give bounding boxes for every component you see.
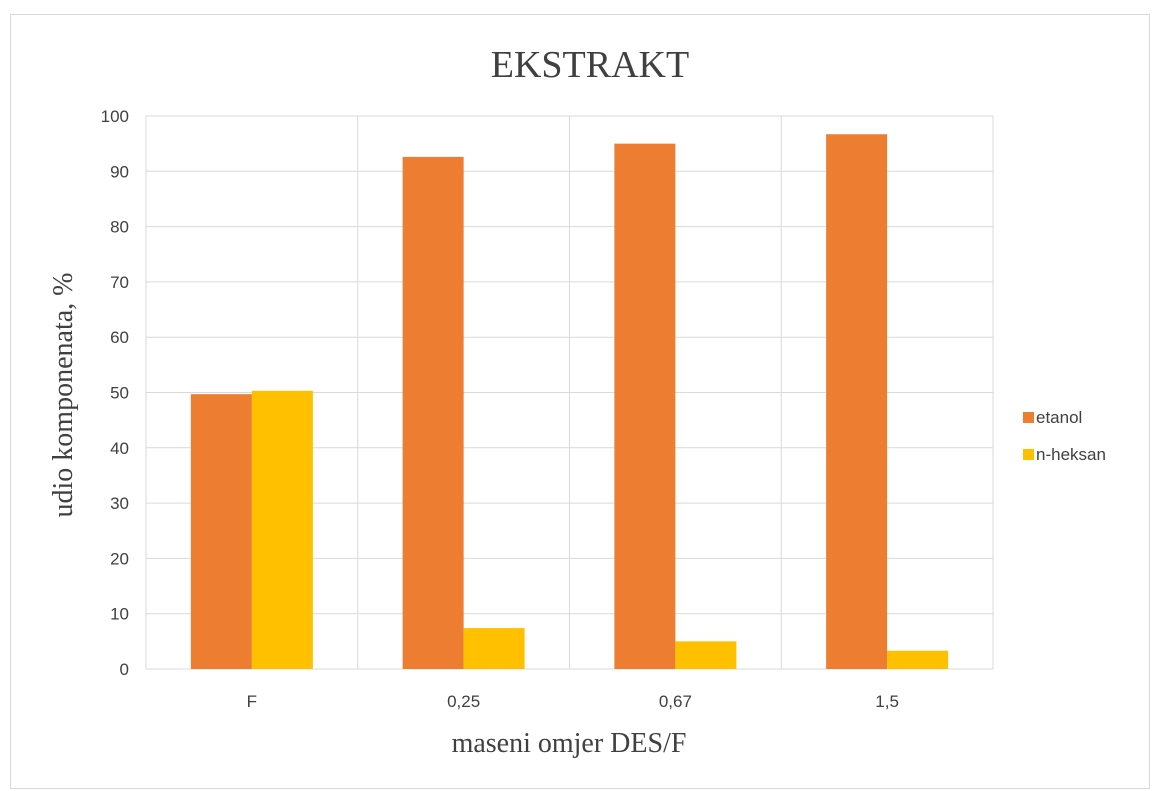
- y-tick-label-40: 40: [110, 439, 129, 458]
- bar-etanol-1,5: [826, 134, 888, 669]
- chart-title: EKSTRAKT: [491, 44, 689, 86]
- bars: [190, 134, 949, 669]
- y-tick-label-80: 80: [110, 218, 129, 237]
- x-tick-label-0,67: 0,67: [659, 692, 692, 711]
- y-axis-title: udio komponenata, %: [48, 273, 79, 518]
- x-axis-title: maseni omjer DES/F: [452, 728, 687, 759]
- bar-n-heksan-F: [251, 390, 313, 669]
- legend: etanol n-heksan: [1023, 408, 1106, 464]
- y-tick-label-70: 70: [110, 273, 129, 292]
- bar-n-heksan-0,25: [463, 628, 525, 669]
- legend-label-n-heksan: n-heksan: [1036, 445, 1106, 464]
- y-tick-label-100: 100: [101, 107, 129, 126]
- bar-n-heksan-0,67: [675, 641, 737, 669]
- x-axis-tick-labels: F 0,25 0,67 1,5: [247, 692, 899, 711]
- bar-etanol-F: [190, 394, 252, 669]
- x-tick-label-1,5: 1,5: [875, 692, 899, 711]
- bar-n-heksan-1,5: [887, 650, 949, 669]
- bar-etanol-0,67: [614, 143, 676, 669]
- y-tick-label-30: 30: [110, 494, 129, 513]
- y-tick-label-10: 10: [110, 605, 129, 624]
- y-tick-label-90: 90: [110, 162, 129, 181]
- legend-swatch-etanol: [1023, 412, 1034, 423]
- bar-etanol-0,25: [402, 156, 464, 669]
- x-tick-label-0,25: 0,25: [447, 692, 480, 711]
- legend-label-etanol: etanol: [1036, 408, 1082, 427]
- y-tick-label-50: 50: [110, 384, 129, 403]
- y-tick-label-20: 20: [110, 549, 129, 568]
- y-tick-label-0: 0: [120, 660, 129, 679]
- y-tick-label-60: 60: [110, 328, 129, 347]
- x-tick-label-F: F: [247, 692, 257, 711]
- legend-swatch-n-heksan: [1023, 449, 1034, 460]
- y-axis-tick-labels: 0 10 20 30 40 50 60 70 80 90 100: [101, 107, 129, 679]
